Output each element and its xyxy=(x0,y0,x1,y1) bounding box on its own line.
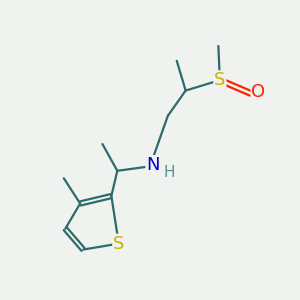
Text: S: S xyxy=(113,235,124,253)
Text: H: H xyxy=(164,165,175,180)
Text: N: N xyxy=(146,156,160,174)
Text: O: O xyxy=(251,83,266,101)
Text: S: S xyxy=(214,71,226,89)
